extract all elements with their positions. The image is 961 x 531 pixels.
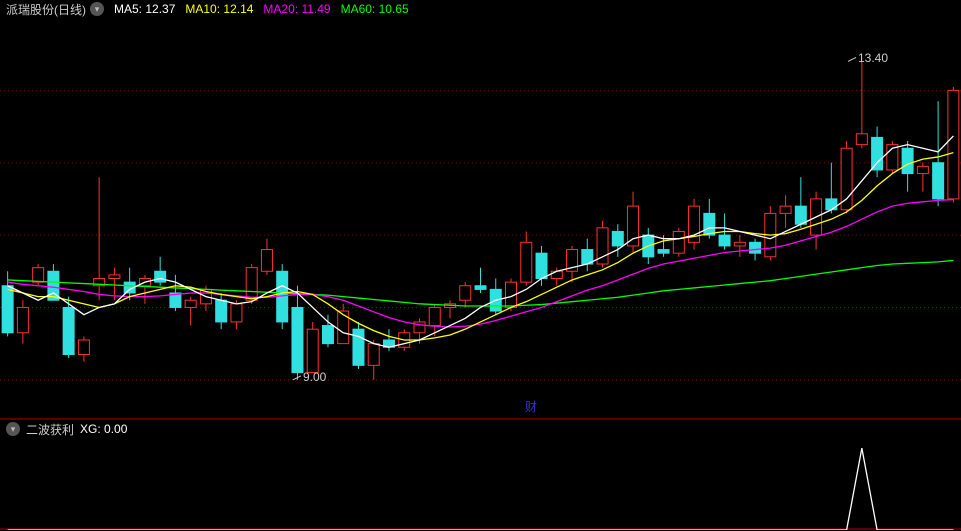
price-label: 13.40 bbox=[858, 51, 888, 65]
candlestick-chart[interactable] bbox=[0, 0, 961, 420]
ma60-label: MA60: 10.65 bbox=[341, 2, 409, 16]
indicator-value: XG: 0.00 bbox=[80, 422, 127, 436]
indicator-title: 二波获利 bbox=[26, 421, 74, 438]
chevron-down-icon[interactable]: ▾ bbox=[6, 422, 20, 436]
chevron-down-icon[interactable]: ▾ bbox=[90, 2, 104, 16]
cai-marker: 财 bbox=[525, 398, 537, 415]
ma5-label: MA5: 12.37 bbox=[114, 2, 175, 16]
indicator-chart[interactable] bbox=[0, 438, 961, 530]
chart-header: 派瑞股份(日线) ▾ MA5: 12.37 MA10: 12.14 MA20: … bbox=[0, 0, 961, 18]
chart-title: 派瑞股份(日线) bbox=[6, 1, 86, 18]
indicator-header: ▾ 二波获利 XG: 0.00 bbox=[0, 420, 961, 438]
ma20-label: MA20: 11.49 bbox=[263, 2, 330, 16]
price-label: 9.00 bbox=[303, 370, 326, 384]
ma10-label: MA10: 12.14 bbox=[185, 2, 253, 16]
chart-title-group: 派瑞股份(日线) ▾ bbox=[6, 1, 104, 18]
